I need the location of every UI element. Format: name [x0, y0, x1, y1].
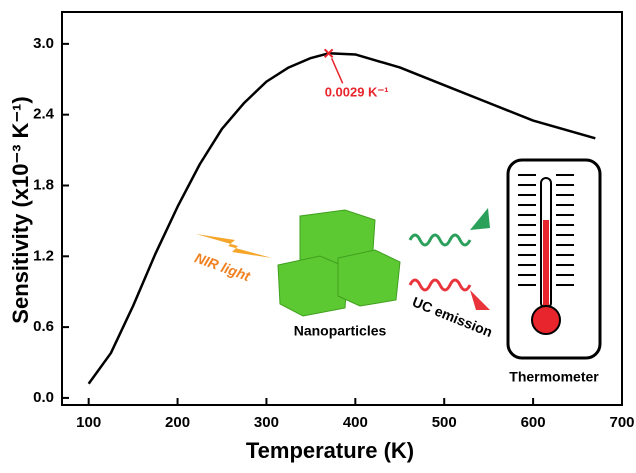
thermometer-label: Thermometer [509, 369, 599, 385]
x-tick-label: 400 [343, 414, 368, 431]
emission-label: UC emission [410, 293, 495, 340]
mercury [543, 220, 549, 310]
y-tick-label: 0.6 [33, 318, 54, 335]
y-tick-label: 1.2 [33, 247, 54, 264]
peak-pointer [332, 58, 343, 83]
y-axis-label: Sensitivity (x10⁻³ K⁻¹) [8, 96, 33, 323]
particles-label: Nanoparticles [294, 323, 387, 339]
illustration [196, 160, 600, 358]
arrow [470, 290, 490, 310]
y-tick-label: 2.4 [33, 106, 55, 123]
x-axis-label: Temperature (K) [246, 438, 414, 463]
emission-wave [410, 280, 470, 290]
cubes [278, 210, 400, 316]
y-tick-label: 1.8 [33, 176, 54, 193]
y-tick-label: 3.0 [33, 35, 54, 52]
peak-label: 0.0029 K⁻¹ [325, 85, 389, 100]
x-tick-label: 100 [76, 414, 101, 431]
y-tick-label: 0.0 [33, 389, 54, 406]
x-tick-label: 300 [254, 414, 279, 431]
x-tick-label: 200 [165, 414, 190, 431]
x-tick-label: 700 [609, 414, 634, 431]
emission-wave [410, 235, 470, 245]
light-label: NIR light [193, 249, 254, 284]
bulb [532, 306, 560, 334]
arrow [470, 208, 490, 230]
chart: NIR light Nanoparticles UC emission Ther… [0, 0, 636, 468]
x-tick-label: 600 [521, 414, 546, 431]
x-tick-label: 500 [432, 414, 457, 431]
